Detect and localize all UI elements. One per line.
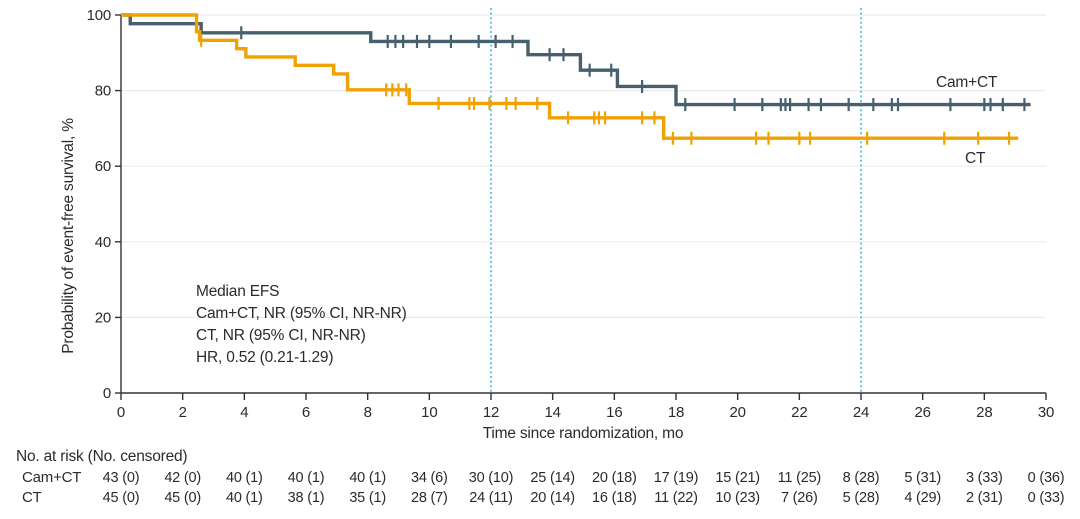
risk-table-header: No. at risk (No. censored) <box>16 448 187 465</box>
x-tick-label: 24 <box>853 404 869 421</box>
risk-cell: 3 (33) <box>966 470 1003 486</box>
y-tick-label: 80 <box>95 83 111 100</box>
x-tick-label: 26 <box>915 404 931 421</box>
risk-cell: 0 (36) <box>1028 470 1065 486</box>
risk-cell: 5 (28) <box>843 490 880 506</box>
risk-cell: 10 (23) <box>715 490 760 506</box>
risk-cell: 35 (1) <box>349 490 386 506</box>
km-curve-camct <box>121 13 1031 107</box>
risk-cell: 38 (1) <box>288 490 325 506</box>
risk-row-label-ct: CT <box>22 489 42 506</box>
risk-cell: 20 (14) <box>530 490 575 506</box>
km-curve-ct <box>121 13 1019 140</box>
risk-cell: 2 (31) <box>966 490 1003 506</box>
x-tick-label: 8 <box>364 404 372 421</box>
x-tick-label: 12 <box>483 404 499 421</box>
x-tick-label: 18 <box>668 404 684 421</box>
annotation-line-4: HR, 0.52 (0.21-1.29) <box>196 349 333 366</box>
x-tick-label: 0 <box>117 404 125 421</box>
risk-cell: 28 (7) <box>411 490 448 506</box>
annotation-line-3: CT, NR (95% CI, NR-NR) <box>196 327 366 344</box>
risk-cell: 40 (1) <box>226 470 263 486</box>
risk-cell: 4 (29) <box>904 490 941 506</box>
risk-table-values: 43 (0) 42 (0) 40 (1) 40 (1) 40 (1) 34 (6) 30 (… <box>103 470 1065 506</box>
gridlines <box>121 14 1046 318</box>
risk-cell: 0 (33) <box>1028 490 1065 506</box>
risk-cell: 11 (25) <box>778 470 821 486</box>
y-axis-title: Probability of event-free survival, % <box>60 118 77 354</box>
risk-cell: 40 (1) <box>349 470 386 486</box>
risk-cell: 8 (28) <box>843 470 880 486</box>
risk-cell: 34 (6) <box>411 470 448 486</box>
risk-cell: 11 (22) <box>654 490 697 506</box>
x-tick-label: 10 <box>421 404 437 421</box>
y-tick-label: 20 <box>95 309 111 326</box>
risk-cell: 43 (0) <box>103 470 140 486</box>
risk-cell: 7 (26) <box>781 490 818 506</box>
x-tick-label: 28 <box>976 404 992 421</box>
risk-cell: 30 (10) <box>469 470 514 486</box>
survival-curves <box>121 13 1031 145</box>
x-tick-label: 22 <box>791 404 807 421</box>
y-tick-label: 40 <box>95 234 111 251</box>
x-tick-label: 4 <box>240 404 248 421</box>
median-efs-annotation: Median EFS Cam+CT, NR (95% CI, NR-NR) CT… <box>196 283 407 366</box>
x-tick-label: 20 <box>730 404 746 421</box>
risk-cell: 24 (11) <box>469 490 512 506</box>
risk-row-label-camct: Cam+CT <box>22 469 81 486</box>
annotation-line-1: Median EFS <box>196 283 279 300</box>
annotation-line-2: Cam+CT, NR (95% CI, NR-NR) <box>196 305 407 322</box>
x-tick-label: 6 <box>302 404 310 421</box>
legend-label-ct: CT <box>965 150 986 167</box>
risk-cell: 45 (0) <box>164 490 201 506</box>
risk-cell: 40 (1) <box>226 490 263 506</box>
y-tick-label: 0 <box>103 385 111 402</box>
reference-lines <box>490 8 862 393</box>
legend-label-camct: Cam+CT <box>936 74 998 91</box>
risk-cell: 45 (0) <box>103 490 140 506</box>
risk-cell: 15 (21) <box>715 470 760 486</box>
y-tick-label: 100 <box>87 7 111 24</box>
risk-cell: 20 (18) <box>592 470 637 486</box>
x-tick-label: 16 <box>606 404 622 421</box>
risk-cell: 5 (31) <box>904 470 941 486</box>
y-tick-label: 60 <box>95 158 111 175</box>
x-tick-label: 30 <box>1038 404 1054 421</box>
risk-cell: 40 (1) <box>288 470 325 486</box>
x-tick-label: 14 <box>545 404 561 421</box>
risk-cell: 16 (18) <box>592 490 637 506</box>
x-tick-label: 2 <box>179 404 187 421</box>
risk-cell: 17 (19) <box>654 470 699 486</box>
x-axis-title: Time since randomization, mo <box>483 425 684 442</box>
risk-cell: 25 (14) <box>530 470 575 486</box>
risk-cell: 42 (0) <box>164 470 201 486</box>
